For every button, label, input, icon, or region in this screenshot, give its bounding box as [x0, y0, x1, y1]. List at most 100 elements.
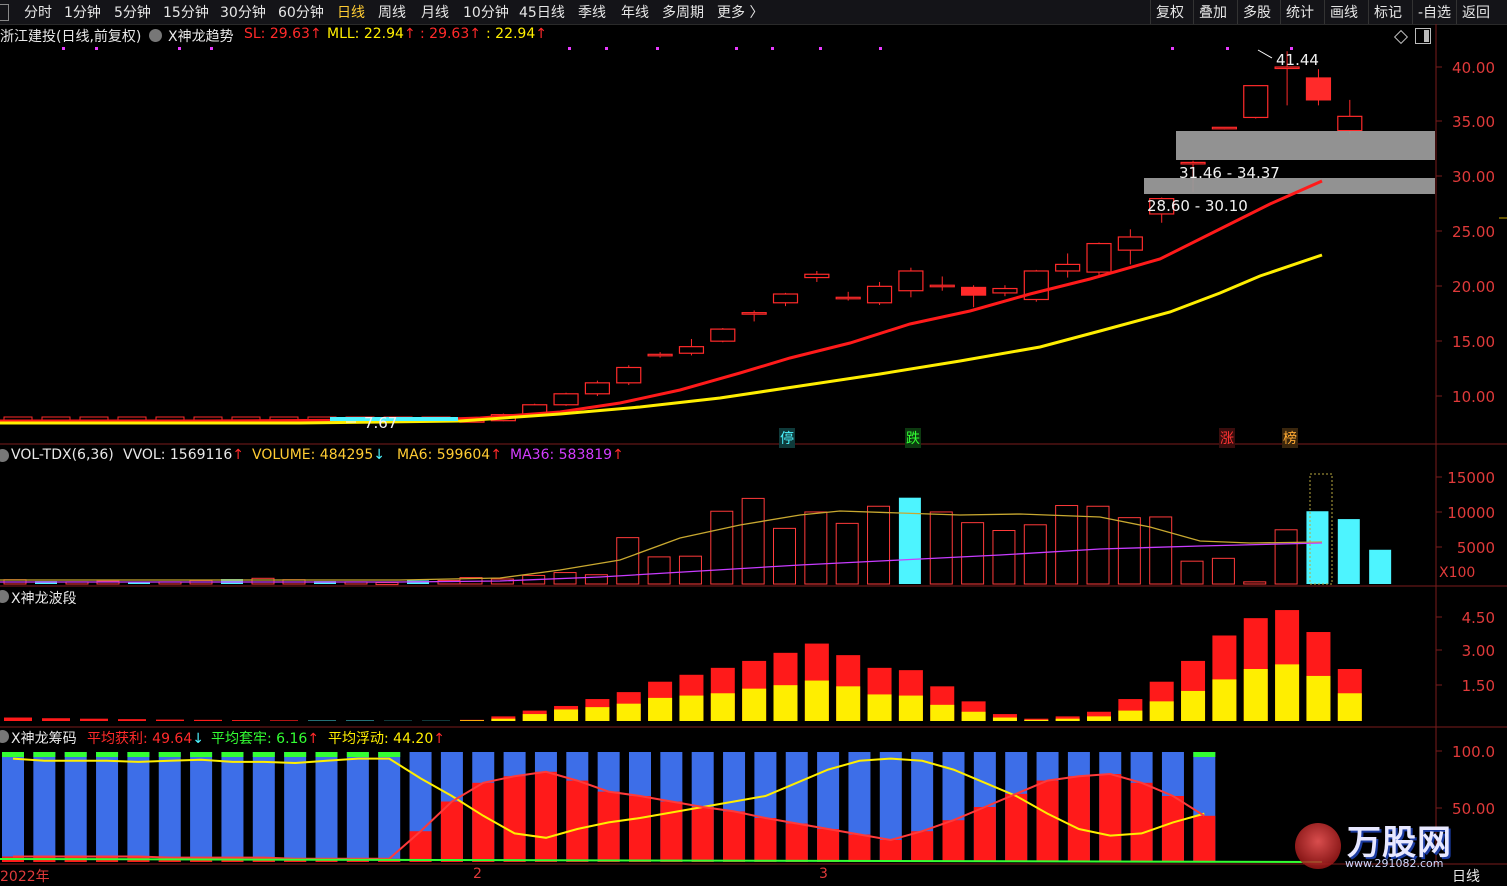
volume-bar — [836, 523, 858, 584]
wave-bar-red — [156, 720, 184, 721]
chips-bar-red — [1099, 774, 1121, 862]
candle-body — [554, 394, 578, 405]
high-price-label: 41.44 — [1276, 51, 1319, 69]
candle-body — [1056, 264, 1080, 271]
chips-bar-green — [65, 752, 87, 757]
chips-bar-blue — [378, 752, 400, 862]
chips-bar-red — [880, 840, 902, 862]
wave-bar-yellow — [523, 714, 547, 721]
wave-bar-yellow — [805, 681, 829, 721]
candle-body — [899, 271, 923, 291]
chips-bar-red — [911, 831, 933, 862]
chips-bar-green — [253, 752, 275, 757]
chips-bar-green — [159, 752, 181, 757]
chips-bar-blue — [284, 752, 306, 862]
signal-dot — [605, 47, 608, 50]
volume-bar — [1024, 525, 1046, 584]
candle-body — [836, 297, 860, 299]
chips-bar-blue — [347, 752, 369, 862]
wave-bar-red — [42, 718, 70, 721]
marker-rise[interactable]: 涨 — [1219, 428, 1235, 448]
wave-bar-yellow — [930, 705, 954, 721]
signal-dot — [879, 47, 882, 50]
chips-bar-green — [190, 752, 212, 757]
volume-bar — [742, 498, 764, 584]
wave-tick-label: 3.00 — [1462, 642, 1495, 660]
chips-bar-red — [1005, 794, 1027, 862]
volume-bar — [1150, 517, 1172, 584]
chips-bar-red — [504, 776, 526, 862]
candle-body — [1118, 237, 1142, 250]
chips-bar-red — [1131, 783, 1153, 862]
watermark-url: www.291082.com — [1345, 857, 1443, 870]
chips-bar-red — [692, 807, 714, 862]
volume-bar — [1369, 550, 1391, 584]
signal-dot — [656, 47, 659, 50]
wave-bar-yellow — [585, 707, 609, 721]
signal-dot — [819, 47, 822, 50]
signal-dot — [1226, 47, 1229, 50]
chips-bar-red — [1037, 781, 1059, 862]
signal-dot — [62, 47, 65, 50]
wave-bar-yellow — [868, 694, 892, 721]
marker-fall[interactable]: 跌 — [905, 428, 921, 448]
chips-bar-green — [33, 752, 55, 757]
volume-bar — [774, 528, 796, 584]
volume-ma6-line — [0, 511, 1322, 580]
wave-bar-yellow — [1244, 669, 1268, 721]
chips-bar-green — [221, 752, 243, 757]
wave-bar-yellow — [617, 704, 641, 721]
volume-ma36-line — [0, 543, 1322, 582]
wave-bar-yellow — [679, 696, 703, 721]
wave-tick-label: 4.50 — [1462, 609, 1495, 627]
signal-dot — [210, 47, 213, 50]
chips-bar-blue — [253, 752, 275, 862]
chips-bar-red — [817, 829, 839, 862]
wave-bar-yellow — [648, 698, 672, 721]
marker-list[interactable]: 榜 — [1282, 428, 1298, 448]
marker-halt[interactable]: 停 — [779, 428, 795, 448]
price-tick-label: 35.00 — [1452, 113, 1495, 131]
candle-body — [993, 289, 1017, 293]
volume-tick-label: 5000 — [1457, 539, 1495, 557]
volume-bar — [252, 578, 274, 584]
mll-trend-line — [0, 255, 1322, 423]
volume-bar — [1118, 518, 1140, 584]
price-tick-label: 40.00 — [1452, 59, 1495, 77]
wave-bar-red — [80, 719, 108, 721]
volume-bar — [1212, 558, 1234, 584]
chips-bar-green — [284, 752, 306, 757]
wave-bar-red — [4, 718, 32, 721]
candle-body — [679, 347, 703, 354]
watermark-logo: 万股网 www.291082.com — [1295, 815, 1485, 873]
chips-bar-blue — [316, 752, 338, 862]
volume-bar — [711, 511, 733, 584]
candle-body — [742, 313, 766, 315]
volume-bar — [1338, 519, 1360, 584]
wave-bar-yellow — [711, 693, 735, 721]
chips-tick-label: 100.0 — [1452, 743, 1495, 761]
chips-bar-red — [786, 824, 808, 863]
chips-bar-green — [347, 752, 369, 757]
wave-bar-yellow — [460, 720, 484, 721]
candle-body — [868, 286, 892, 302]
chips-bar-red — [472, 783, 494, 862]
chips-bar-green — [127, 752, 149, 757]
chips-bar-blue — [190, 752, 212, 862]
wave-bar-yellow — [1338, 693, 1362, 721]
volume-tick-label: 15000 — [1447, 469, 1495, 487]
candle-body — [774, 294, 798, 303]
wave-bar-red — [118, 719, 146, 721]
chips-bar-blue — [65, 752, 87, 862]
wave-bar-yellow — [993, 718, 1017, 721]
wave-bar-yellow — [899, 696, 923, 721]
wave-bar-yellow — [1150, 701, 1174, 721]
wave-bar-red — [270, 720, 298, 721]
chips-bar-red — [974, 807, 996, 862]
candle-body — [1244, 86, 1268, 118]
chips-bar-red — [1162, 796, 1184, 862]
time-label-feb: 2 — [473, 866, 482, 882]
signal-dot — [568, 47, 571, 50]
volume-bar — [1056, 506, 1078, 584]
